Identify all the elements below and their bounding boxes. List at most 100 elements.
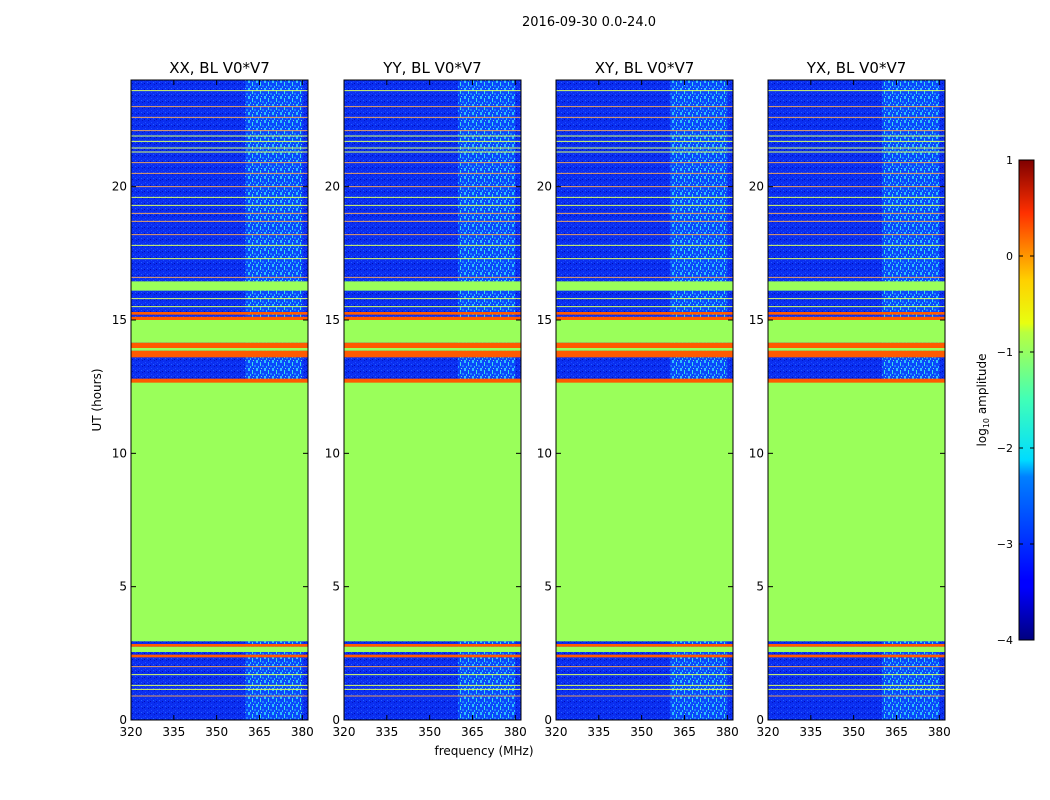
flag-band [556, 381, 733, 632]
x-tick-label: 380 [928, 725, 951, 739]
colorbar-tick-label: −2 [997, 442, 1013, 455]
y-tick-label: 15 [325, 313, 340, 327]
flag-band [131, 348, 308, 351]
y-tick-label: 5 [756, 580, 764, 594]
flag-band [131, 316, 308, 320]
x-tick-label: 335 [587, 725, 610, 739]
flag-band [131, 644, 308, 647]
x-tick-label: 320 [120, 725, 143, 739]
panel-1: XX, BL V0*V7 320 335 350 365 380 0 5 10 15 20 [112, 59, 314, 739]
flag-band [344, 342, 521, 348]
x-tick-label: 350 [205, 725, 228, 739]
colorbar-tick-label: −3 [997, 538, 1013, 551]
y-tick-label: 20 [749, 180, 764, 194]
panel-frame [767, 79, 946, 721]
panel-3: XY, BL V0*V7 320 335 350 365 380 0 5 10 15 20 [537, 59, 739, 739]
x-tick-label: 365 [885, 725, 908, 739]
flag-band [556, 316, 733, 320]
x-tick-label: 350 [630, 725, 653, 739]
flag-band [131, 312, 308, 315]
flag-band [556, 281, 733, 291]
flag-band [556, 350, 733, 358]
flag-band [131, 378, 308, 383]
x-tick-label: 380 [504, 725, 527, 739]
panel-2: YY, BL V0*V7 320 335 350 365 380 0 5 10 15 20 [325, 59, 527, 739]
flag-band [556, 312, 733, 315]
colorbar-tick-label: 1 [1006, 154, 1013, 167]
flag-band [768, 381, 945, 632]
flag-band [556, 348, 733, 351]
flag-band [556, 342, 733, 348]
y-tick-label: 5 [544, 580, 552, 594]
flag-band [768, 378, 945, 383]
y-tick-label: 15 [537, 313, 552, 327]
y-tick-label: 5 [119, 580, 127, 594]
y-tick-label: 0 [119, 713, 127, 727]
y-tick-label: 20 [325, 180, 340, 194]
flag-band [131, 654, 308, 658]
panel-title: XX, BL V0*V7 [169, 59, 270, 77]
flag-band [768, 320, 945, 343]
flag-band [768, 654, 945, 658]
x-tick-label: 335 [162, 725, 185, 739]
flag-band [556, 646, 733, 652]
y-tick-label: 15 [749, 313, 764, 327]
x-tick-label: 380 [716, 725, 739, 739]
y-tick-label: 0 [756, 713, 764, 727]
x-tick-label: 365 [461, 725, 484, 739]
panel-4: YX, BL V0*V7 320 335 350 365 380 0 5 10 15 20 [749, 59, 951, 739]
y-tick-label: 5 [332, 580, 340, 594]
y-tick-label: 0 [544, 713, 552, 727]
x-tick-label: 365 [248, 725, 271, 739]
flag-band [768, 312, 945, 315]
y-tick-label: 20 [537, 180, 552, 194]
x-tick-label: 320 [757, 725, 780, 739]
flag-band [344, 320, 521, 343]
flag-band [344, 281, 521, 291]
flag-band [768, 350, 945, 358]
flag-band [344, 378, 521, 383]
flag-band [131, 381, 308, 632]
x-axis-label: frequency (MHz) [434, 744, 533, 758]
x-tick-label: 335 [799, 725, 822, 739]
colorbar-tick-label: 0 [1006, 250, 1013, 263]
flag-band [768, 632, 945, 642]
colorbar-tick-label: −4 [997, 634, 1013, 647]
flag-band [344, 654, 521, 658]
colorbar-label-sub: 10 [982, 418, 991, 428]
x-tick-label: 380 [291, 725, 314, 739]
flag-band [768, 342, 945, 348]
colorbar-label: log10 amplitude [975, 354, 991, 447]
flag-band [768, 348, 945, 351]
x-tick-label: 365 [673, 725, 696, 739]
flag-band [131, 320, 308, 343]
flag-band [344, 312, 521, 315]
colorbar-ticks: 1 0 −1 −2 −3 −4 [997, 154, 1034, 647]
flag-band [131, 350, 308, 358]
flag-band [556, 632, 733, 642]
flag-band [344, 646, 521, 652]
panel-frame [343, 79, 522, 721]
flag-band [344, 350, 521, 358]
y-tick-label: 20 [112, 180, 127, 194]
flag-band [768, 644, 945, 647]
x-tick-label: 320 [545, 725, 568, 739]
flag-band [344, 381, 521, 632]
flag-band [131, 646, 308, 652]
panel-title: YX, BL V0*V7 [806, 59, 907, 77]
y-tick-label: 15 [112, 313, 127, 327]
figure-suptitle: 2016-09-30 0.0-24.0 [522, 15, 656, 30]
colorbar-label-log: log [975, 428, 989, 446]
colorbar: 10−1−2−3−4 log10 amplitude [975, 154, 1035, 647]
panel-frame [555, 79, 734, 721]
flag-band [556, 654, 733, 658]
colorbar-label-rest: amplitude [975, 354, 989, 418]
flag-band [768, 646, 945, 652]
x-tick-label: 350 [842, 725, 865, 739]
flag-band [131, 632, 308, 642]
flag-band [344, 316, 521, 320]
flag-band [344, 644, 521, 647]
panel-frame [130, 79, 309, 721]
